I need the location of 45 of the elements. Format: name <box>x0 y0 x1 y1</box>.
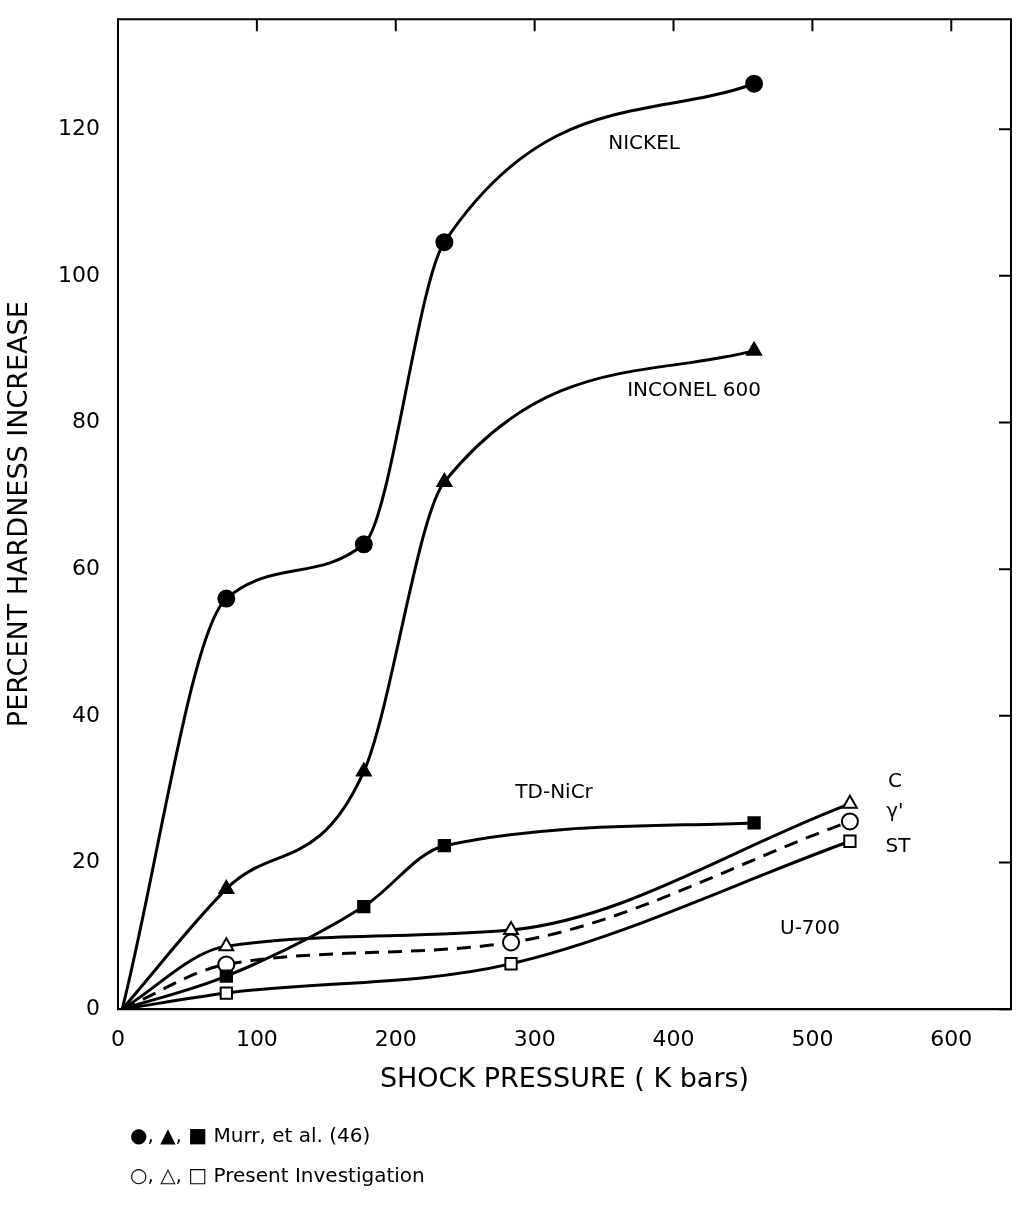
point <box>843 834 857 848</box>
text: ○, △, □ Present Investigation <box>130 1162 425 1189</box>
x-tick-label: 100 <box>235 1026 278 1052</box>
text: ●, ▲, ■ Murr, et al. (46) <box>130 1122 372 1149</box>
series-label: INCONEL 600 <box>627 376 761 401</box>
point <box>747 816 761 830</box>
point <box>218 879 235 894</box>
y-tick-label: 100 <box>58 261 100 287</box>
y-tick-label: 60 <box>72 554 100 580</box>
point <box>437 839 452 853</box>
point <box>219 986 233 1000</box>
y-tick-label: 80 <box>72 408 100 434</box>
series-label: TD-NiCr <box>514 779 594 804</box>
x-tick-label: 300 <box>513 1026 556 1052</box>
point <box>503 921 519 935</box>
x-axis-title: SHOCK PRESSURE ( K bars) <box>379 1061 750 1093</box>
point <box>357 899 371 914</box>
series-label: C <box>887 768 902 793</box>
y-tick-label: 120 <box>58 114 100 140</box>
x-tick-label: 600 <box>930 1026 973 1052</box>
y-tick-label: 20 <box>72 848 100 874</box>
point <box>504 957 518 971</box>
point <box>436 472 453 487</box>
point <box>841 794 858 809</box>
x-tick-label: 400 <box>652 1026 695 1052</box>
series-label: γ' <box>886 797 904 822</box>
y-tick-label: 40 <box>72 701 100 727</box>
point <box>218 937 235 952</box>
x-tick-label: 500 <box>791 1026 834 1052</box>
x-tick-label: 200 <box>374 1026 417 1052</box>
x-tick-label: 0 <box>111 1026 125 1052</box>
point <box>435 233 454 252</box>
series-label: ST <box>885 833 912 858</box>
point <box>355 762 372 777</box>
y-axis-title: PERCENT HARDNESS INCREASE <box>2 301 34 728</box>
point <box>745 74 764 93</box>
point <box>354 535 373 554</box>
point <box>217 589 236 608</box>
point <box>502 933 521 952</box>
y-tick-label: 0 <box>86 994 100 1020</box>
point <box>746 341 762 356</box>
series-label: NICKEL <box>608 129 681 154</box>
annotation: U-700 <box>780 915 841 939</box>
point <box>219 969 233 983</box>
point <box>840 812 859 831</box>
